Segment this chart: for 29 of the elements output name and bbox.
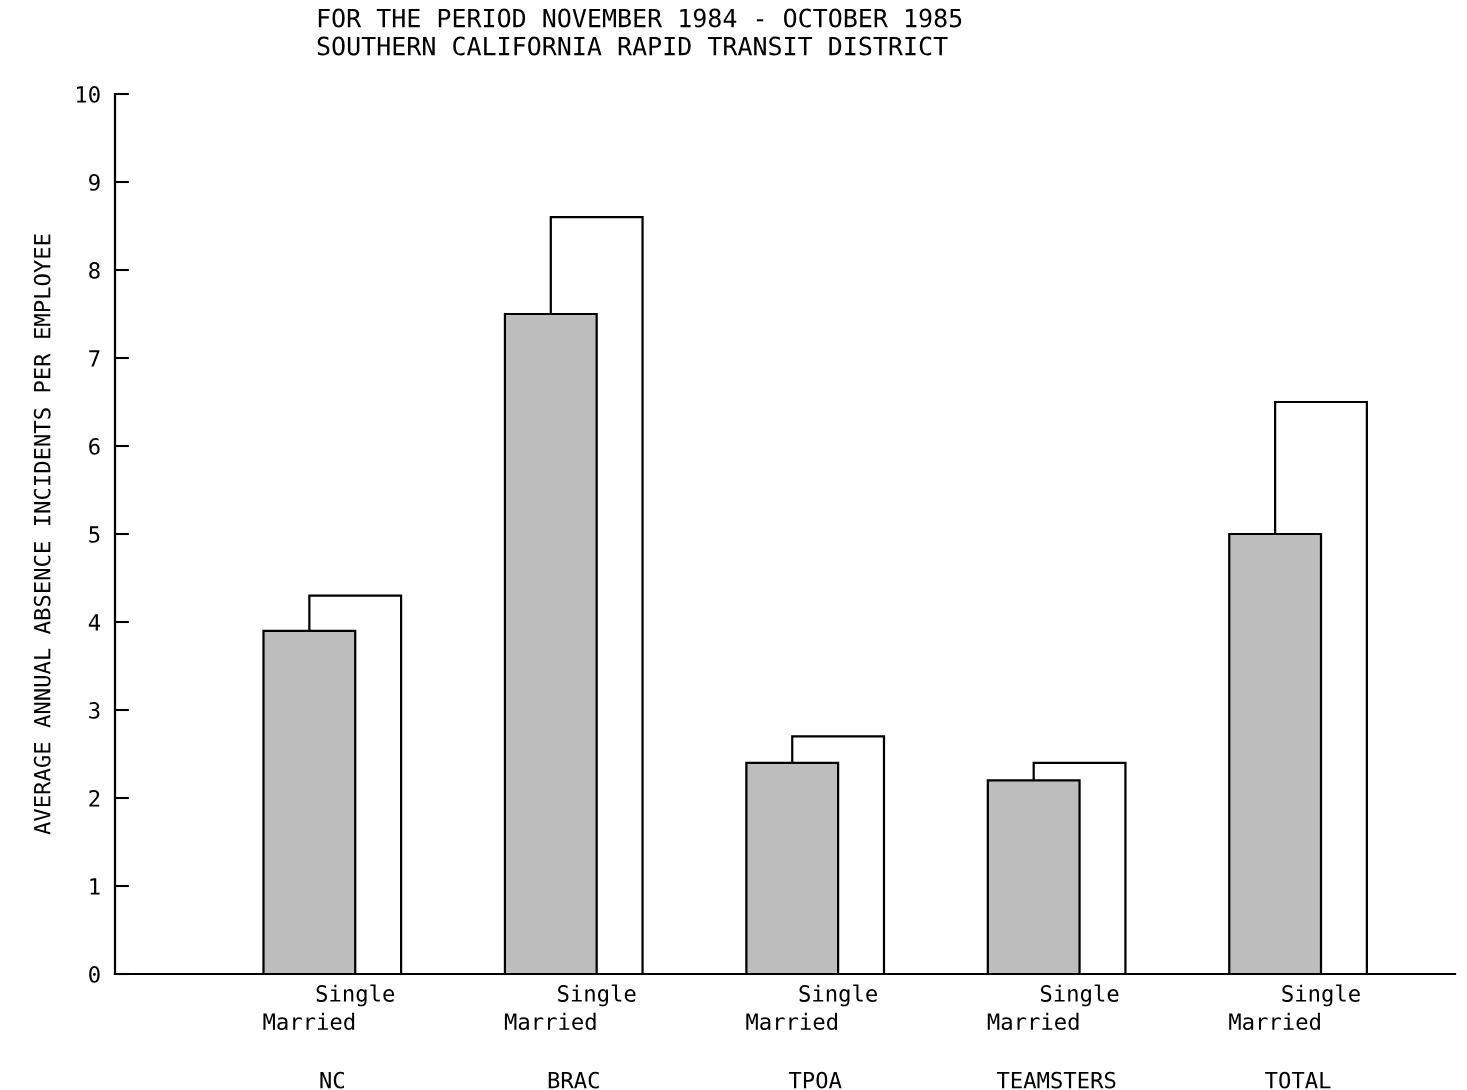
y-tick-label: 8 (89, 262, 100, 279)
x-tick-label: TEAMSTERS (996, 1071, 1116, 1089)
text: Single (1282, 984, 1360, 1007)
text: Single (558, 984, 636, 1007)
y-tick-label: 6 (89, 438, 100, 455)
y-tick-label: 10 (77, 86, 100, 103)
y-tick-label: 3 (89, 702, 100, 719)
y-tick-label: 7 (89, 350, 100, 367)
y-tick-label: 4 (88, 614, 101, 631)
x-tick-label: TOTAL (1265, 1071, 1331, 1089)
x-tick-label: BRAC (548, 1071, 599, 1089)
x-tick-label: TPOA (788, 1071, 842, 1089)
x-tick-label: NC (320, 1071, 344, 1089)
y-tick-label: 2 (89, 790, 100, 807)
y-tick-label: 5 (89, 526, 100, 543)
text: Married (1229, 1012, 1320, 1031)
y-tick-label: 1 (90, 878, 100, 895)
chart-title: FOR THE PERIOD NOVEMBER 1984 - OCTOBER 1985 (318, 8, 962, 28)
text: Married (987, 1012, 1079, 1031)
text: Married (504, 1012, 596, 1031)
series-label: Single (316, 984, 395, 1007)
text: Single (1040, 984, 1119, 1007)
series-label: Married (263, 1012, 355, 1031)
text: Married (746, 1012, 837, 1031)
chart-subtitle: SOUTHERN CALIFORNIA RAPID TRANSIT DISTRICT (317, 36, 948, 56)
y-axis-title: AVERAGE ANNUAL ABSENCE INCIDENTS PER EMPLOYEE (33, 234, 51, 835)
text: Single (799, 984, 877, 1007)
y-tick-label: 0 (89, 966, 100, 983)
y-tick-label: 9 (89, 174, 100, 191)
